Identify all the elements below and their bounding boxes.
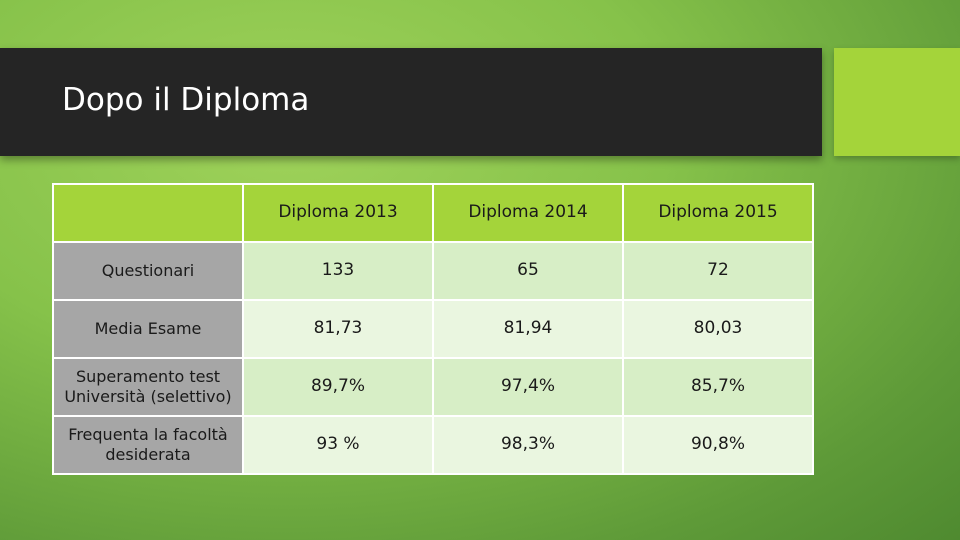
row-label: Frequenta la facoltà desiderata (52, 415, 244, 475)
table-row: Superamento test Università (selettivo) … (52, 357, 814, 417)
table-cell: 89,7% (242, 357, 434, 417)
table-cell: 98,3% (432, 415, 624, 475)
table-row: Questionari 133 65 72 (52, 241, 814, 301)
table-cell: 93 % (242, 415, 434, 475)
table-cell: 81,73 (242, 299, 434, 359)
accent-block (834, 48, 960, 156)
title-band (0, 48, 822, 156)
table-cell: 65 (432, 241, 624, 301)
slide-title: Dopo il Diploma (62, 82, 310, 118)
table-row: Frequenta la facoltà desiderata 93 % 98,… (52, 415, 814, 475)
data-table: Diploma 2013 Diploma 2014 Diploma 2015 Q… (52, 183, 814, 475)
column-header: Diploma 2013 (242, 183, 434, 243)
row-label: Questionari (52, 241, 244, 301)
table-cell: 72 (622, 241, 814, 301)
table-cell: 133 (242, 241, 434, 301)
table-corner-cell (52, 183, 244, 243)
row-label: Media Esame (52, 299, 244, 359)
table-cell: 90,8% (622, 415, 814, 475)
table-header-row: Diploma 2013 Diploma 2014 Diploma 2015 (52, 183, 814, 243)
table-cell: 80,03 (622, 299, 814, 359)
table-cell: 85,7% (622, 357, 814, 417)
table-cell: 81,94 (432, 299, 624, 359)
table-row: Media Esame 81,73 81,94 80,03 (52, 299, 814, 359)
table-cell: 97,4% (432, 357, 624, 417)
column-header: Diploma 2014 (432, 183, 624, 243)
row-label: Superamento test Università (selettivo) (52, 357, 244, 417)
column-header: Diploma 2015 (622, 183, 814, 243)
